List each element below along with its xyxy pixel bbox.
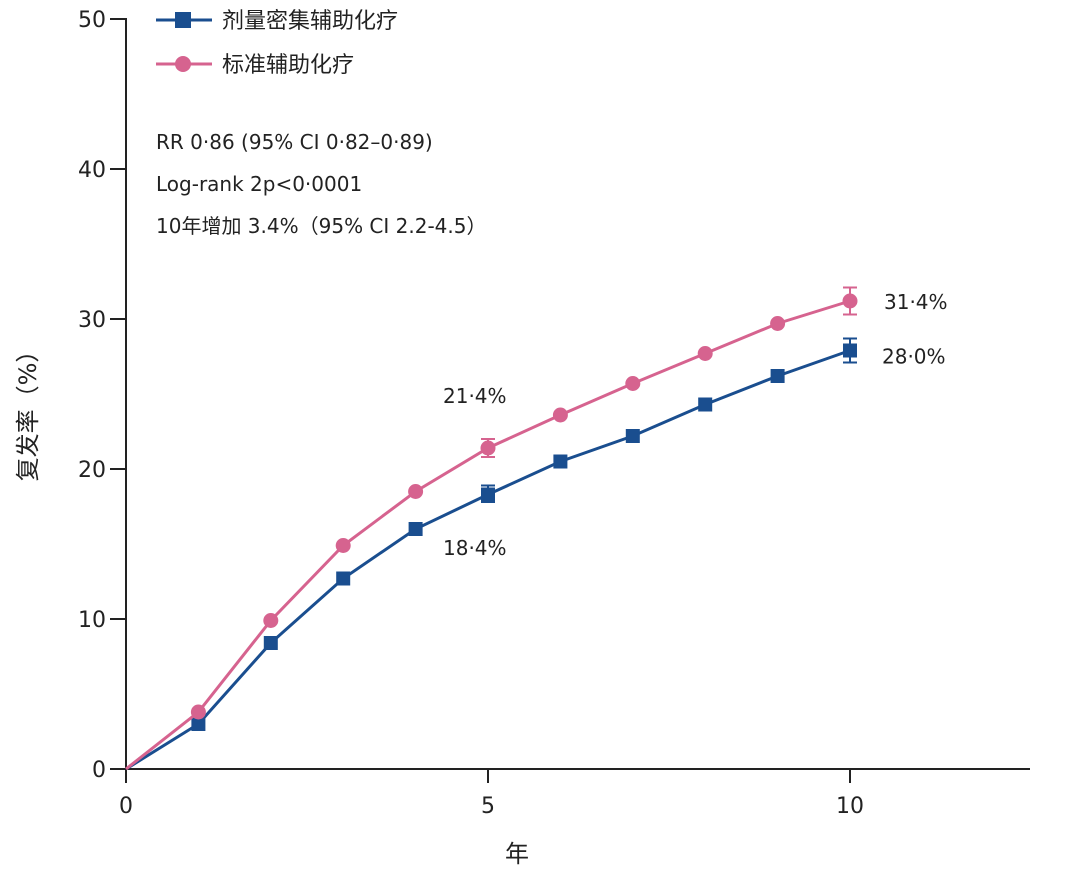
series-2-point bbox=[190, 704, 206, 720]
series-2-point bbox=[697, 346, 713, 361]
series-1-point bbox=[263, 636, 278, 650]
legend-label-2: 标准辅助化疗 bbox=[222, 53, 354, 78]
stats-annotation-1: RR 0·86 (95% CI 0·82–0·89) bbox=[156, 130, 433, 154]
stats-annotation-2: Log-rank 2p<0·0001 bbox=[156, 172, 362, 196]
series-2-point bbox=[842, 293, 858, 309]
series-2-point bbox=[408, 484, 424, 499]
series-1-point bbox=[191, 717, 206, 731]
series-2-point bbox=[480, 440, 496, 456]
series-1-point bbox=[698, 397, 713, 412]
x-axis-title: 年 bbox=[505, 840, 529, 868]
data-label-1: 21·4% bbox=[443, 384, 507, 408]
legend-label-1: 剂量密集辅助化疗 bbox=[222, 9, 398, 34]
y-tick-label: 0 bbox=[92, 758, 106, 783]
series-1-point bbox=[336, 571, 351, 586]
data-label-4: 28·0% bbox=[882, 345, 946, 369]
series-1-point bbox=[843, 343, 857, 358]
y-axis-title: 复发率（%） bbox=[14, 339, 42, 482]
series-1-point bbox=[770, 369, 785, 383]
x-tick-label: 10 bbox=[836, 794, 864, 819]
series-2-point bbox=[770, 316, 786, 331]
legend-marker-1 bbox=[175, 12, 191, 28]
stats-annotation-3: 10年增加 3.4%（95% CI 2.2-4.5） bbox=[156, 214, 486, 238]
y-tick-label: 30 bbox=[78, 308, 106, 333]
series-1-point bbox=[408, 522, 423, 536]
data-label-3: 31·4% bbox=[884, 290, 948, 314]
y-tick-label: 50 bbox=[78, 8, 106, 33]
x-tick-label: 0 bbox=[119, 794, 133, 819]
series-1-point bbox=[553, 454, 568, 469]
series-2-point bbox=[552, 407, 568, 423]
legend-marker-2 bbox=[175, 56, 191, 72]
series-2-point bbox=[335, 538, 351, 553]
x-tick-label: 5 bbox=[481, 794, 495, 819]
series-line-2 bbox=[125, 299, 851, 771]
y-tick-label: 20 bbox=[78, 458, 106, 483]
series-1-point bbox=[625, 429, 640, 443]
y-tick-label: 10 bbox=[78, 608, 106, 633]
y-tick-label: 40 bbox=[78, 158, 106, 183]
series-2-point bbox=[263, 613, 279, 628]
data-label-2: 18·4% bbox=[443, 536, 507, 560]
series-1-point bbox=[481, 487, 495, 502]
series-2-point bbox=[625, 376, 641, 391]
